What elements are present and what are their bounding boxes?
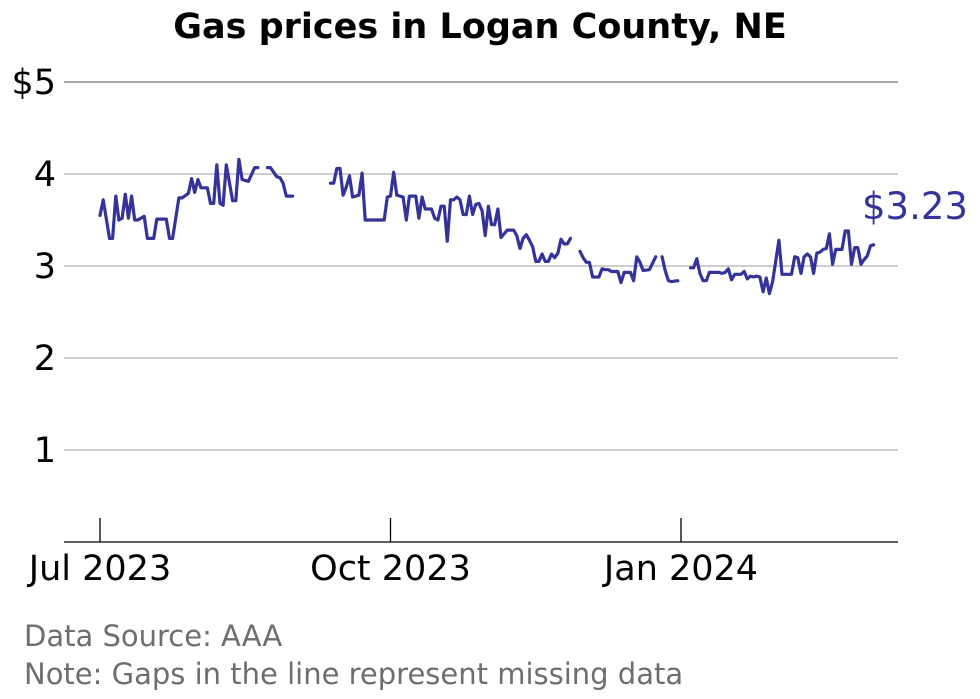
- x-tick-label: Oct 2023: [310, 549, 471, 589]
- y-axis-ticks: 1 2 3 4 $5: [11, 63, 56, 471]
- y-tick-label: 1: [34, 431, 56, 471]
- x-tick-label: Jul 2023: [27, 549, 171, 589]
- x-tick-label: Jan 2024: [602, 549, 758, 589]
- series-line-segment: [328, 166, 573, 263]
- series-line-segment: [98, 157, 260, 240]
- series-line-segment: [660, 255, 680, 284]
- series-line-segment: [688, 229, 876, 296]
- y-tick-label: $5: [11, 63, 56, 103]
- series-line-segment: [578, 249, 658, 285]
- y-tick-label: 3: [34, 247, 56, 287]
- missing-data-note: Note: Gaps in the line represent missing…: [24, 657, 683, 691]
- y-tick-label: 4: [34, 155, 56, 195]
- price-series: [98, 157, 876, 296]
- latest-price-label: $3.23: [862, 185, 968, 228]
- data-source-note: Data Source: AAA: [24, 619, 282, 653]
- y-tick-label: 2: [34, 339, 56, 379]
- x-axis-ticks: Jul 2023 Oct 2023 Jan 2024: [27, 518, 758, 589]
- chart-title: Gas prices in Logan County, NE: [173, 7, 786, 47]
- grid-lines: [64, 81, 898, 451]
- series-line-segment: [265, 166, 295, 198]
